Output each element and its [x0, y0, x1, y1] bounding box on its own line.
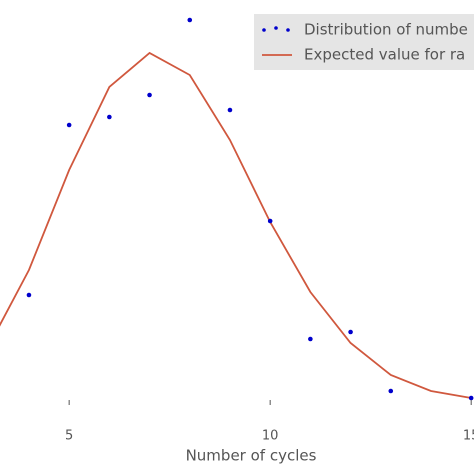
legend-label: Distribution of numbe: [304, 21, 468, 39]
legend-box: [254, 14, 474, 70]
scatter-point: [388, 388, 394, 394]
scatter-point: [267, 218, 273, 224]
x-tick-label: 5: [65, 429, 73, 444]
scatter-point: [227, 107, 233, 113]
line-series: [0, 51, 472, 399]
x-axis-label: Number of cycles: [186, 447, 317, 465]
legend-marker: [262, 28, 266, 32]
scatter-point: [147, 92, 152, 98]
scatter-point: [348, 329, 353, 335]
legend-marker: [286, 28, 290, 32]
scatter-point: [308, 336, 313, 342]
legend: Distribution of numbe Expected value for…: [254, 14, 474, 70]
scatter-point: [107, 114, 112, 120]
scatter-point: [468, 395, 474, 401]
x-tick-label: 15: [463, 429, 474, 444]
legend-marker: [274, 26, 278, 30]
scatter-point: [187, 17, 193, 23]
scatter-point: [66, 122, 72, 128]
plot-area: [0, 17, 474, 401]
x-tick-label: 10: [262, 429, 279, 444]
scatter-point: [26, 292, 32, 298]
legend-label: Expected value for ra: [304, 46, 465, 64]
